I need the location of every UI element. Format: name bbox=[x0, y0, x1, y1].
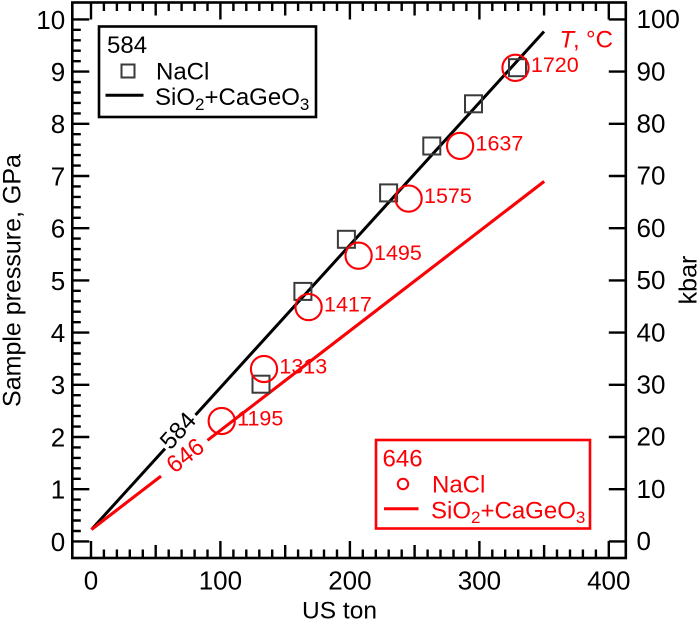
svg-text:NaCl: NaCl bbox=[156, 58, 209, 85]
svg-text:70: 70 bbox=[637, 161, 666, 191]
svg-text:Sample pressure, GPa: Sample pressure, GPa bbox=[0, 154, 26, 407]
svg-text:8: 8 bbox=[51, 109, 65, 139]
svg-text:SiO2+CaGeO3: SiO2+CaGeO3 bbox=[431, 497, 585, 527]
svg-text:20: 20 bbox=[637, 422, 666, 452]
svg-text:T: T bbox=[560, 26, 577, 53]
svg-text:0: 0 bbox=[51, 527, 65, 557]
svg-text:7: 7 bbox=[51, 161, 65, 191]
svg-text:NaCl: NaCl bbox=[432, 472, 485, 499]
svg-text:1313: 1313 bbox=[279, 354, 327, 378]
svg-text:80: 80 bbox=[637, 109, 666, 139]
svg-text:584: 584 bbox=[107, 32, 147, 59]
svg-text:SiO2+CaGeO3: SiO2+CaGeO3 bbox=[155, 84, 309, 114]
svg-text:100: 100 bbox=[199, 565, 242, 595]
svg-text:3: 3 bbox=[51, 370, 65, 400]
svg-text:40: 40 bbox=[637, 317, 666, 347]
svg-text:US ton: US ton bbox=[302, 598, 377, 625]
svg-text:10: 10 bbox=[637, 474, 666, 504]
svg-text:646: 646 bbox=[383, 445, 423, 472]
svg-text:1637: 1637 bbox=[476, 131, 524, 155]
svg-text:9: 9 bbox=[51, 57, 65, 87]
svg-text:30: 30 bbox=[637, 370, 666, 400]
svg-text:,: , bbox=[573, 26, 580, 53]
svg-text:400: 400 bbox=[587, 565, 630, 595]
svg-text:100: 100 bbox=[637, 4, 680, 34]
svg-text:0: 0 bbox=[84, 565, 98, 595]
svg-text:300: 300 bbox=[458, 565, 501, 595]
svg-text:5: 5 bbox=[51, 266, 65, 296]
svg-text:1195: 1195 bbox=[237, 406, 283, 430]
svg-text:50: 50 bbox=[637, 265, 666, 295]
svg-text:1: 1 bbox=[51, 475, 65, 505]
svg-text:2: 2 bbox=[51, 422, 65, 452]
svg-text:kbar: kbar bbox=[675, 256, 700, 305]
svg-text:10: 10 bbox=[36, 5, 65, 35]
svg-text:1417: 1417 bbox=[324, 293, 372, 317]
svg-text:4: 4 bbox=[51, 318, 65, 348]
svg-text:200: 200 bbox=[328, 565, 371, 595]
svg-text:°C: °C bbox=[586, 26, 613, 53]
svg-text:90: 90 bbox=[637, 56, 666, 86]
svg-text:1495: 1495 bbox=[374, 241, 422, 265]
svg-text:1575: 1575 bbox=[424, 184, 472, 208]
svg-text:1720: 1720 bbox=[531, 53, 579, 77]
svg-text:60: 60 bbox=[637, 213, 666, 243]
svg-text:6: 6 bbox=[51, 214, 65, 244]
svg-text:0: 0 bbox=[637, 526, 651, 556]
